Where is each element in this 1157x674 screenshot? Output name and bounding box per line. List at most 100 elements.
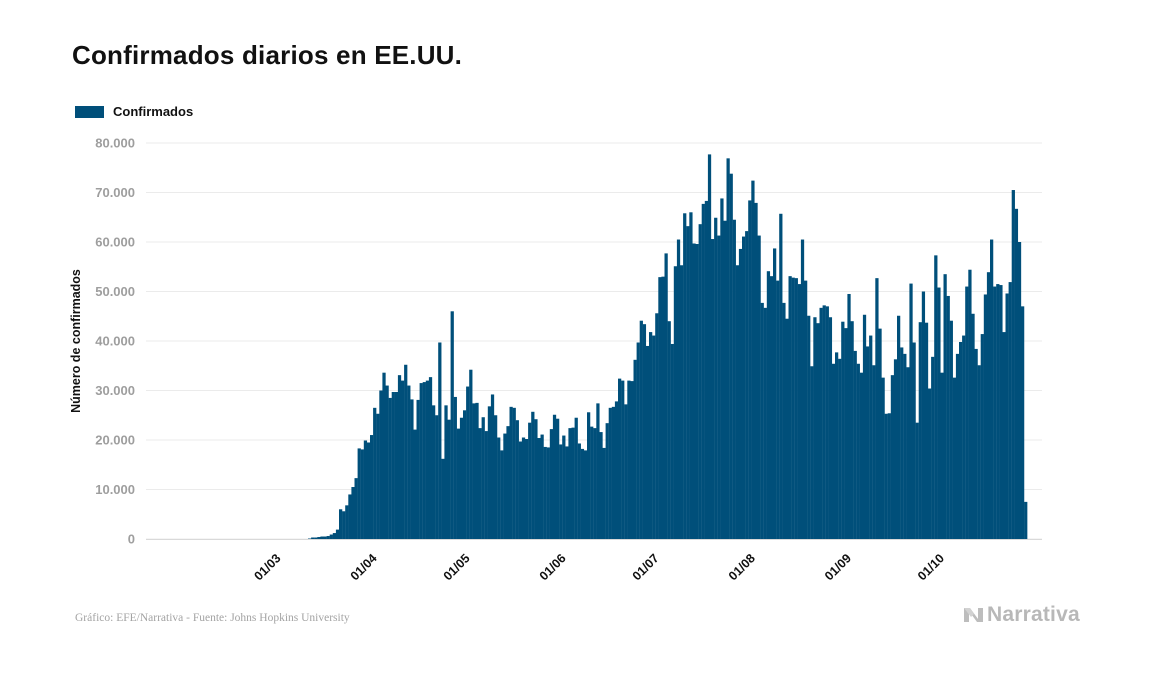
bar (822, 305, 826, 539)
bar (503, 433, 507, 539)
bar (608, 407, 612, 539)
source-note: Gráfico: EFE/Narrativa - Fuente: Johns H… (75, 612, 350, 624)
bar (763, 307, 767, 539)
bar (422, 382, 426, 539)
bar (779, 213, 783, 539)
bar (692, 243, 696, 540)
bar (438, 342, 442, 539)
bar (831, 363, 836, 539)
bar (596, 403, 600, 539)
bar (658, 277, 662, 539)
bar (980, 334, 984, 539)
bar (788, 276, 792, 539)
bar (512, 407, 516, 539)
bar (419, 383, 423, 539)
bar (494, 415, 498, 539)
bar (515, 420, 519, 539)
bar (664, 253, 668, 539)
bar (738, 248, 743, 539)
bar (717, 235, 721, 539)
bar (807, 315, 811, 539)
bar (332, 533, 337, 539)
bar (509, 406, 513, 539)
bar (611, 406, 616, 539)
bar (593, 428, 597, 539)
bar (360, 449, 364, 539)
bar (435, 415, 439, 539)
y-tick-label: 70.000 (95, 185, 135, 200)
bar (388, 397, 392, 539)
y-tick-label: 20.000 (95, 433, 135, 448)
bar (776, 280, 780, 539)
bar (351, 487, 355, 539)
bar (711, 239, 715, 539)
bar (670, 343, 674, 539)
bar (912, 342, 916, 539)
bar (329, 534, 333, 539)
bar (397, 375, 402, 539)
x-tick-label: 01/09 (822, 551, 854, 583)
bar (949, 320, 953, 539)
bar (478, 428, 482, 539)
bar (999, 285, 1003, 539)
bar (850, 321, 854, 539)
bar (1017, 242, 1022, 539)
bar (794, 278, 798, 539)
bar (841, 321, 845, 539)
bar (983, 294, 988, 539)
bar (444, 405, 448, 539)
bar (639, 320, 643, 539)
bar (897, 315, 901, 539)
bar (872, 365, 876, 539)
bar (363, 440, 368, 539)
bar (404, 364, 408, 539)
bar (760, 302, 764, 539)
bar (701, 203, 705, 539)
bar (497, 437, 501, 539)
bar (735, 265, 740, 539)
bar (410, 399, 414, 539)
bar (909, 283, 913, 539)
bar (813, 317, 817, 539)
bar (962, 335, 966, 539)
bar (540, 434, 544, 539)
bar (720, 198, 724, 539)
bar (475, 402, 479, 540)
bar (1002, 332, 1006, 539)
bar (667, 321, 671, 539)
bar (745, 231, 749, 540)
bar (875, 278, 879, 539)
bar (401, 380, 405, 539)
bar (652, 335, 656, 539)
bar (432, 405, 436, 539)
y-tick-label: 50.000 (95, 284, 135, 299)
bar (602, 447, 606, 539)
bar (559, 444, 563, 539)
x-tick-label: 01/07 (630, 551, 662, 583)
bar (918, 322, 922, 539)
bar (308, 538, 312, 539)
bar (856, 363, 860, 539)
y-tick-label: 10.000 (95, 482, 135, 497)
bar (769, 276, 774, 539)
bar (571, 427, 575, 540)
bar (695, 243, 699, 540)
bar (528, 422, 532, 539)
bar (376, 413, 380, 539)
bar (335, 529, 340, 539)
bar (655, 313, 659, 539)
bar (605, 423, 609, 539)
bar (835, 352, 839, 539)
bar (484, 431, 488, 539)
x-tick-label: 01/06 (537, 551, 569, 583)
bar (385, 385, 389, 539)
bar (525, 439, 529, 539)
bar (844, 328, 848, 539)
bar (645, 345, 650, 539)
bar (339, 509, 343, 539)
bar (704, 200, 709, 540)
x-tick-label: 01/05 (441, 551, 473, 583)
y-tick-label: 30.000 (95, 383, 135, 398)
bar (921, 291, 926, 539)
